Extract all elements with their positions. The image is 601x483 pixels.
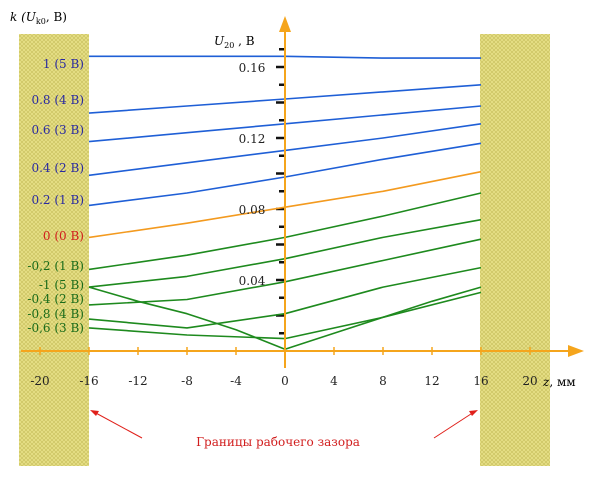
annotation-arrow-left-head-icon: [90, 410, 99, 416]
x-tick-label: -16: [79, 374, 98, 388]
series-label: 0.2 (1 B): [31, 193, 84, 207]
series-label: 0.4 (2 B): [31, 161, 84, 175]
series-label: 0.8 (4 B): [31, 93, 84, 107]
series-label: -0,6 (3 B): [27, 321, 84, 335]
x-tick-label: 8: [379, 374, 387, 388]
y-tick-label: 0.12: [239, 132, 266, 146]
right-gap-boundary-zone: [480, 34, 550, 466]
annotation-arrow-left: [93, 411, 143, 439]
y-tick-label: 0.08: [239, 203, 266, 217]
x-tick-label: 0: [281, 374, 289, 388]
y-axis-right-title: U20 , B: [214, 34, 255, 50]
series-label: -0,2 (1 B): [27, 259, 84, 273]
y-axis-left-title: k (Uk0, B): [10, 10, 67, 26]
gap-boundaries-annotation: Границы рабочего зазора: [196, 435, 360, 449]
x-tick-label: -4: [230, 374, 242, 388]
y-axis-arrow-icon: [279, 16, 291, 32]
y-tick-label: 0.16: [239, 61, 266, 75]
series-label: -0,8 (4 B): [27, 307, 84, 321]
x-axis-arrow-icon: [568, 345, 584, 357]
x-tick-label: 4: [330, 374, 338, 388]
x-tick-label: 20: [522, 374, 537, 388]
left-gap-boundary-zone: [19, 34, 89, 466]
x-tick-label: -8: [181, 374, 193, 388]
annotation-arrow-right-head-icon: [469, 410, 478, 416]
x-tick-label: -12: [128, 374, 147, 388]
series-label: -0,4 (2 B): [27, 292, 84, 306]
x-tick-label: -20: [30, 374, 49, 388]
y-tick-label: 0.04: [239, 274, 266, 288]
series-label: 0 (0 B): [43, 229, 84, 243]
x-axis-title: z, мм: [542, 375, 576, 389]
x-tick-label: 16: [473, 374, 488, 388]
series-label: 1 (5 B): [43, 57, 84, 71]
annotation-arrow-right: [433, 411, 475, 439]
series-label: 0.6 (3 B): [31, 123, 84, 137]
x-tick-label: 12: [424, 374, 439, 388]
series-label: -1 (5 B): [39, 278, 84, 292]
